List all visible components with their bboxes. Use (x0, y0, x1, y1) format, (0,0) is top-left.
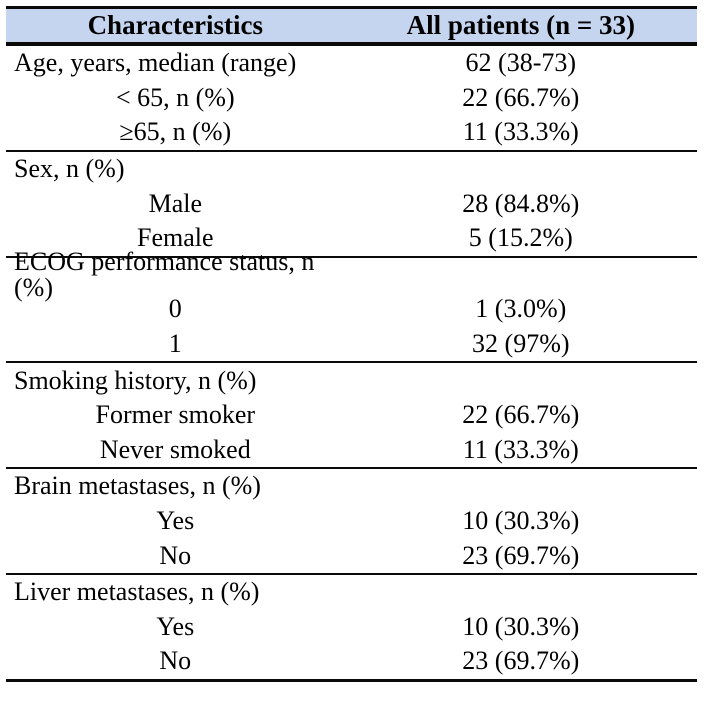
row-label: Sex, n (%) (14, 154, 125, 184)
section-sex: Sex, n (%) Male 28 (84.8%) Female 5 (15.… (6, 152, 697, 258)
row-value: 11 (33.3%) (462, 117, 579, 147)
section-smoking: Smoking history, n (%) Former smoker 22 … (6, 363, 697, 470)
section-age: Age, years, median (range) 62 (38-73) < … (6, 46, 697, 152)
row-value: 10 (30.3%) (462, 506, 580, 536)
table-row: Never smoked 11 (33.3%) (6, 433, 697, 468)
row-label: < 65, n (%) (115, 82, 235, 112)
row-label: No (159, 540, 192, 570)
row-label: ECOG performance status, n (%) (14, 246, 315, 302)
row-value: 10 (30.3%) (462, 611, 580, 641)
header-all-patients: All patients (n = 33) (406, 10, 635, 40)
section-ecog: ECOG performance status, n (%) 0 1 (3.0%… (6, 248, 697, 364)
table-row: Sex, n (%) (6, 152, 697, 187)
row-label: Male (148, 188, 202, 218)
table-row: Female 5 (15.2%) (6, 221, 697, 256)
row-value: 62 (38-73) (465, 48, 577, 78)
table-row: No 23 (69.7%) (6, 644, 697, 679)
row-label: Liver metastases, n (%) (14, 577, 260, 607)
row-label: Smoking history, n (%) (14, 365, 257, 395)
row-value: 1 (3.0%) (475, 294, 567, 324)
table-row: Liver metastases, n (%) (6, 575, 697, 610)
table-row: 1 32 (97%) (6, 327, 697, 362)
table-header-row: Characteristics All patients (n = 33) (6, 6, 697, 46)
row-label: No (159, 646, 192, 676)
row-value: 11 (33.3%) (462, 434, 579, 464)
row-value: 28 (84.8%) (462, 188, 580, 218)
row-label: Brain metastases, n (%) (14, 471, 261, 501)
row-label: Former smoker (95, 400, 256, 430)
row-value: 23 (69.7%) (462, 540, 580, 570)
table-row: < 65, n (%) 22 (66.7%) (6, 81, 697, 116)
row-label: ≥65, n (%) (119, 117, 232, 147)
row-label: 0 (168, 294, 182, 324)
table-row: No 23 (69.7%) (6, 538, 697, 573)
section-brain-metastases: Brain metastases, n (%) Yes 10 (30.3%) N… (6, 469, 697, 575)
table-row: Yes 10 (30.3%) (6, 610, 697, 645)
table-row: Yes 10 (30.3%) (6, 504, 697, 539)
row-label: 1 (168, 329, 182, 359)
row-label: Never smoked (99, 434, 251, 464)
table-row: 0 1 (3.0%) (6, 292, 697, 327)
row-value: 32 (97%) (472, 329, 570, 359)
row-label: Female (137, 223, 214, 253)
row-value: 5 (15.2%) (468, 223, 573, 253)
table-row: Smoking history, n (%) (6, 363, 697, 398)
row-value: 22 (66.7%) (462, 400, 580, 430)
row-label: Age, years, median (range) (14, 48, 297, 78)
table-row: Age, years, median (range) 62 (38-73) (6, 46, 697, 81)
table-row: ECOG performance status, n (%) (6, 248, 697, 300)
table-row: ≥65, n (%) 11 (33.3%) (6, 115, 697, 150)
table-row: Brain metastases, n (%) (6, 469, 697, 504)
row-label: Yes (156, 611, 195, 641)
row-label: Yes (156, 506, 195, 536)
header-characteristics: Characteristics (87, 10, 263, 40)
table-row: Male 28 (84.8%) (6, 186, 697, 221)
characteristics-table: Characteristics All patients (n = 33) Ag… (6, 6, 697, 682)
row-value: 22 (66.7%) (462, 82, 580, 112)
table-row: Former smoker 22 (66.7%) (6, 398, 697, 433)
row-value: 23 (69.7%) (462, 646, 580, 676)
section-liver-metastases: Liver metastases, n (%) Yes 10 (30.3%) N… (6, 575, 697, 682)
